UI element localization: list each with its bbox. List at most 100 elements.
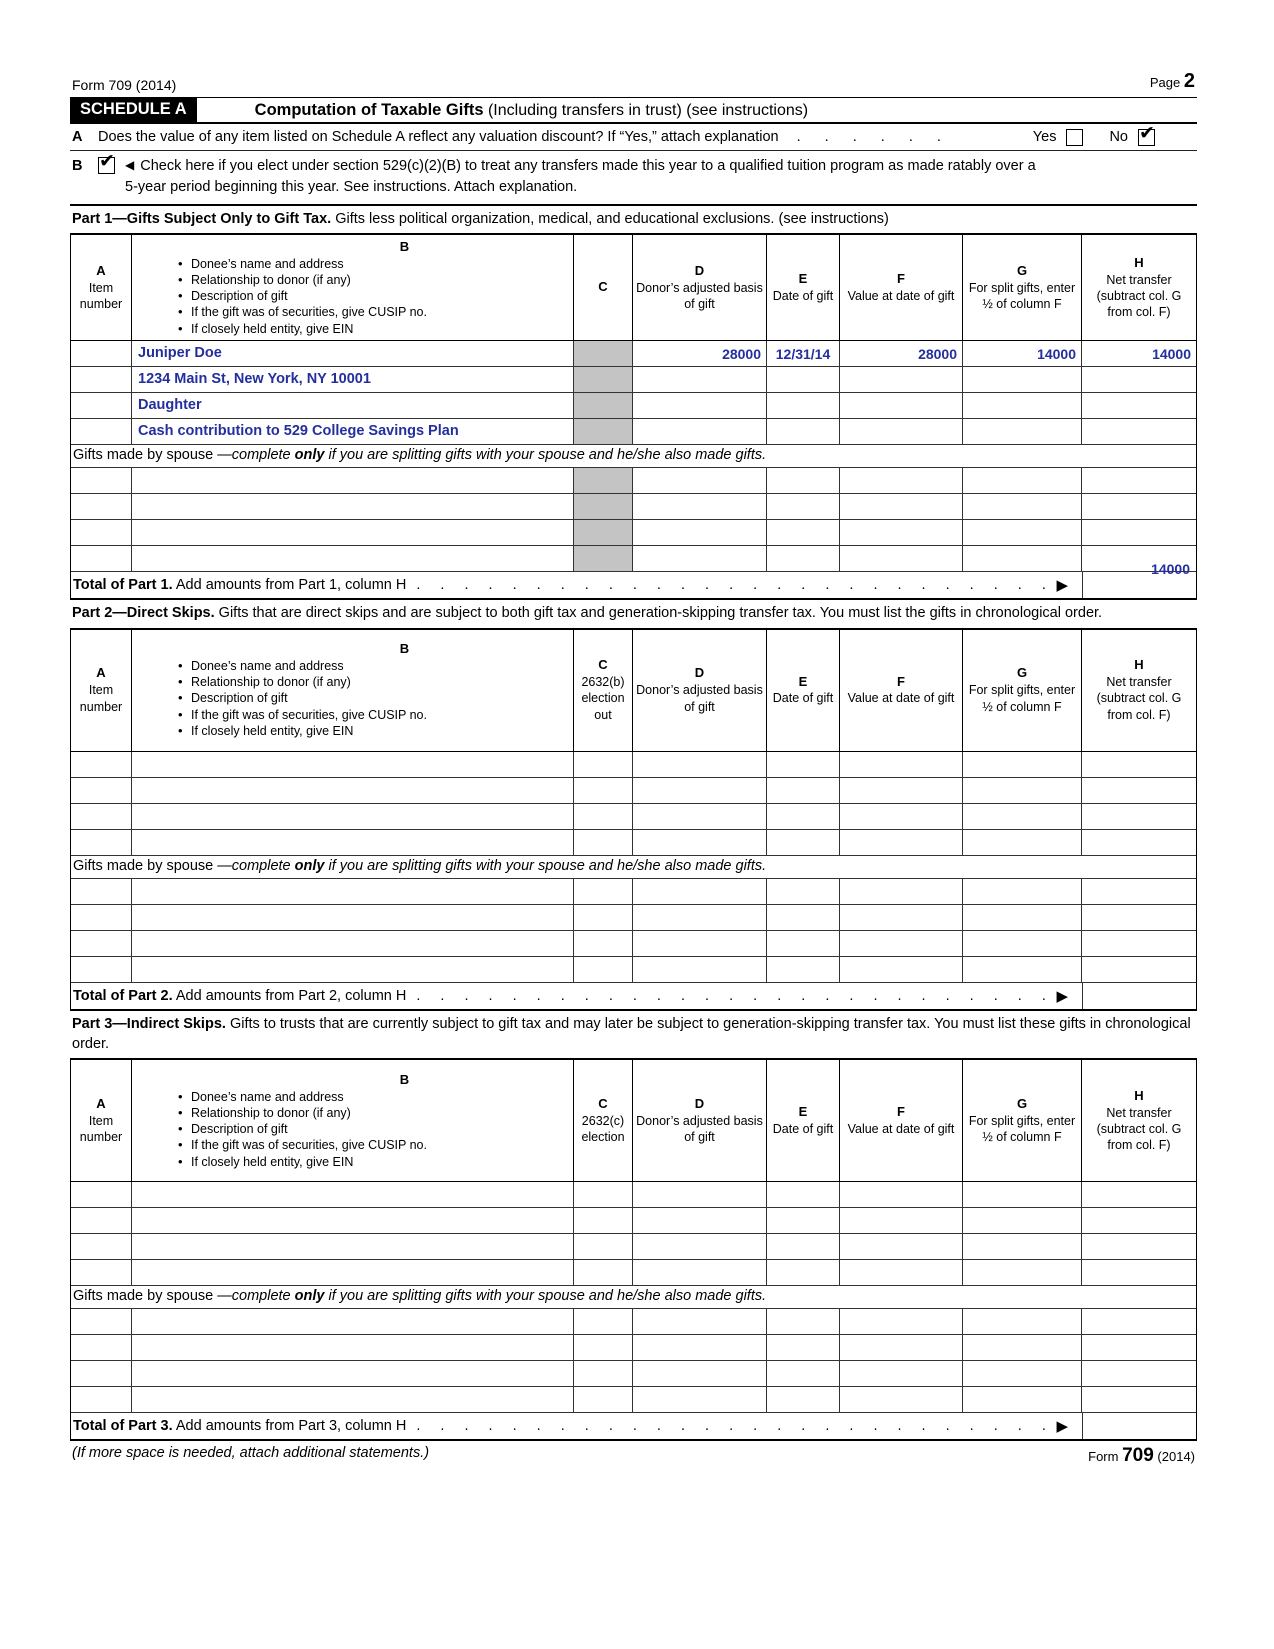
gift-description-cell[interactable]: Cash contribution to 529 College Savings… [132, 419, 574, 445]
empty-f-cell[interactable] [840, 546, 963, 572]
value-cell[interactable]: 28000 [840, 341, 963, 367]
basis-cell[interactable] [633, 393, 767, 419]
empty-f-cell[interactable] [840, 930, 963, 956]
value-cell[interactable] [840, 367, 963, 393]
empty-e-cell[interactable] [767, 878, 840, 904]
empty-a-cell[interactable] [71, 1234, 132, 1260]
empty-d-cell[interactable] [633, 1208, 767, 1234]
empty-d-cell[interactable] [633, 904, 767, 930]
empty-e-cell[interactable] [767, 1387, 840, 1413]
empty-d-cell[interactable] [633, 1234, 767, 1260]
empty-f-cell[interactable] [840, 829, 963, 855]
empty-h-cell[interactable] [1082, 752, 1196, 777]
empty-d-cell[interactable] [633, 1387, 767, 1413]
split-gift-cell[interactable] [963, 419, 1082, 445]
empty-f-cell[interactable] [840, 520, 963, 546]
empty-b-cell[interactable] [132, 1361, 574, 1387]
empty-d-cell[interactable] [633, 956, 767, 982]
empty-a-cell[interactable] [71, 777, 132, 803]
empty-h-cell[interactable] [1082, 1260, 1196, 1285]
empty-d-cell[interactable] [633, 829, 767, 855]
empty-g-cell[interactable] [963, 468, 1082, 494]
empty-h-cell[interactable] [1082, 931, 1196, 956]
split-gift-cell[interactable] [963, 393, 1082, 419]
empty-g-cell[interactable] [963, 803, 1082, 829]
empty-h-cell[interactable] [1082, 1309, 1196, 1334]
empty-e-cell[interactable] [767, 956, 840, 982]
empty-d-cell[interactable] [633, 1182, 767, 1208]
empty-g-cell[interactable] [963, 520, 1082, 546]
empty-f-cell[interactable] [840, 1208, 963, 1234]
empty-e-cell[interactable] [767, 1361, 840, 1387]
empty-h-cell[interactable] [1082, 957, 1196, 982]
value-cell[interactable] [840, 419, 963, 445]
empty-f-cell[interactable] [840, 956, 963, 982]
empty-a-cell[interactable] [71, 803, 132, 829]
empty-b-cell[interactable] [132, 1208, 574, 1234]
empty-d-cell[interactable] [633, 468, 767, 494]
empty-a-cell[interactable] [71, 904, 132, 930]
empty-d-cell[interactable] [633, 1309, 767, 1335]
empty-e-cell[interactable] [767, 904, 840, 930]
value-cell[interactable] [840, 393, 963, 419]
empty-h-cell[interactable] [1082, 494, 1196, 519]
empty-f-cell[interactable] [840, 1182, 963, 1208]
empty-b-cell[interactable] [132, 904, 574, 930]
empty-e-cell[interactable] [767, 546, 840, 572]
split-gift-cell[interactable] [963, 367, 1082, 393]
empty-h-cell[interactable] [1082, 1361, 1196, 1386]
empty-d-cell[interactable] [633, 751, 767, 777]
empty-b-cell[interactable] [132, 1234, 574, 1260]
empty-e-cell[interactable] [767, 829, 840, 855]
item-number-cell[interactable] [71, 367, 132, 393]
empty-d-cell[interactable] [633, 777, 767, 803]
empty-e-cell[interactable] [767, 777, 840, 803]
empty-h-cell[interactable] [1082, 1208, 1196, 1233]
empty-g-cell[interactable] [963, 494, 1082, 520]
empty-h-cell[interactable] [1082, 879, 1196, 904]
empty-g-cell[interactable] [963, 1361, 1082, 1387]
empty-f-cell[interactable] [840, 777, 963, 803]
empty-d-cell[interactable] [633, 1361, 767, 1387]
empty-f-cell[interactable] [840, 751, 963, 777]
empty-a-cell[interactable] [71, 1309, 132, 1335]
empty-b-cell[interactable] [132, 777, 574, 803]
empty-g-cell[interactable] [963, 930, 1082, 956]
empty-d-cell[interactable] [633, 803, 767, 829]
part1-total-amount-cell[interactable]: 14000 [1083, 561, 1196, 598]
empty-b-cell[interactable] [132, 751, 574, 777]
empty-h-cell[interactable] [1082, 1234, 1196, 1259]
empty-d-cell[interactable] [633, 494, 767, 520]
empty-d-cell[interactable] [633, 1335, 767, 1361]
donee-address-cell[interactable]: 1234 Main St, New York, NY 10001 [132, 367, 574, 393]
empty-a-cell[interactable] [71, 468, 132, 494]
empty-d-cell[interactable] [633, 546, 767, 572]
empty-f-cell[interactable] [840, 803, 963, 829]
empty-g-cell[interactable] [963, 1387, 1082, 1413]
empty-g-cell[interactable] [963, 1260, 1082, 1286]
empty-b-cell[interactable] [132, 1260, 574, 1286]
empty-g-cell[interactable] [963, 878, 1082, 904]
empty-d-cell[interactable] [633, 1260, 767, 1286]
net-transfer-cell[interactable] [1082, 419, 1196, 444]
empty-a-cell[interactable] [71, 930, 132, 956]
empty-f-cell[interactable] [840, 1260, 963, 1286]
empty-d-cell[interactable] [633, 930, 767, 956]
empty-a-cell[interactable] [71, 494, 132, 520]
empty-e-cell[interactable] [767, 930, 840, 956]
date-cell[interactable] [767, 367, 840, 393]
item-number-cell[interactable] [71, 393, 132, 419]
empty-h-cell[interactable] [1082, 1387, 1196, 1412]
empty-g-cell[interactable] [963, 1309, 1082, 1335]
empty-h-cell[interactable] [1082, 804, 1196, 829]
empty-a-cell[interactable] [71, 829, 132, 855]
empty-g-cell[interactable] [963, 1208, 1082, 1234]
empty-b-cell[interactable] [132, 520, 574, 546]
empty-h-cell[interactable] [1082, 1182, 1196, 1207]
basis-cell[interactable]: 28000 [633, 341, 767, 367]
empty-d-cell[interactable] [633, 878, 767, 904]
empty-f-cell[interactable] [840, 904, 963, 930]
empty-f-cell[interactable] [840, 1335, 963, 1361]
empty-g-cell[interactable] [963, 829, 1082, 855]
empty-b-cell[interactable] [132, 468, 574, 494]
